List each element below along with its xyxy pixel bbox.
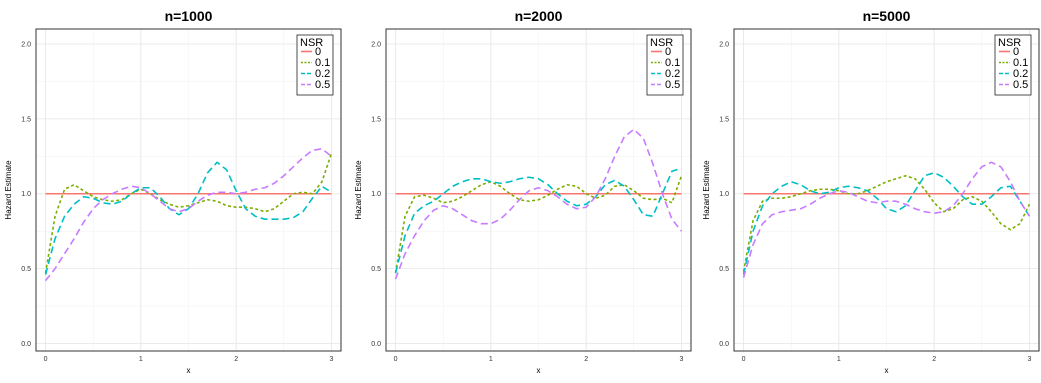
y-tick-label: 2.0 (371, 41, 381, 48)
y-axis-title: Hazard Estimate (702, 160, 711, 220)
series-line-nsr-0-5 (394, 128, 683, 280)
y-axis-title: Hazard Estimate (4, 160, 13, 220)
x-tick-label: 0 (394, 356, 398, 363)
legend-label: 0.5 (1013, 79, 1028, 91)
panel-title: n=5000 (863, 8, 911, 24)
series-line-nsr-0-1 (394, 175, 683, 274)
y-tick-label: 0.5 (719, 266, 729, 273)
y-tick-label: 1.0 (719, 191, 729, 198)
legend-label: 0.2 (315, 68, 330, 80)
panel-2: 0 1 2 3 0.0 0.5 1.0 1.5 2.0 x Hazard Estimate n=200… (354, 8, 692, 375)
y-axis-title: Hazard Estimate (354, 160, 363, 220)
series-line-nsr-0-5 (742, 161, 1031, 278)
panel-3: 0 1 2 3 0.0 0.5 1.0 1.5 2.0 x Hazard Estimate n=500… (702, 8, 1040, 375)
legend-title: NSR (300, 37, 323, 49)
y-tick-label: 0.5 (371, 266, 381, 273)
y-tick-label: 1.0 (21, 191, 31, 198)
panel-border (385, 28, 692, 352)
legend-label: 0.1 (1013, 57, 1028, 69)
series-line-nsr-0-2 (742, 171, 1031, 275)
legend-label: 0.5 (315, 79, 330, 91)
y-tick-label: 2.0 (719, 41, 729, 48)
legend-label: 0.5 (665, 79, 680, 91)
panel-1: 0 1 2 3 0.0 0.5 1.0 1.5 2.0 x Hazard Estimate n=100… (4, 8, 342, 375)
x-tick-label: 3 (680, 356, 684, 363)
x-tick-label: 0 (742, 356, 746, 363)
series-line-nsr-0-1 (44, 153, 333, 274)
y-tick-label: 1.5 (719, 116, 729, 123)
series-line-nsr-0-1 (742, 174, 1031, 272)
x-axis-title: x (537, 366, 541, 375)
x-tick-label: 3 (1028, 356, 1032, 363)
y-tick-label: 0.0 (371, 341, 381, 348)
legend-label: 0.1 (665, 57, 680, 69)
x-tick-label: 1 (139, 356, 143, 363)
y-tick-label: 1.0 (371, 191, 381, 198)
y-tick-label: 1.5 (371, 116, 381, 123)
y-tick-label: 0.5 (21, 266, 31, 273)
x-tick-label: 3 (330, 356, 334, 363)
x-tick-label: 2 (584, 356, 588, 363)
legend-label: 0.2 (1013, 68, 1028, 80)
x-tick-label: 1 (837, 356, 841, 363)
series-line-nsr-0-2 (394, 167, 682, 274)
x-axis-title: x (187, 366, 191, 375)
x-axis-title: x (885, 366, 889, 375)
y-tick-label: 2.0 (21, 41, 31, 48)
y-tick-label: 0.0 (21, 341, 31, 348)
x-tick-label: 2 (932, 356, 936, 363)
panel-border (733, 28, 1040, 352)
panel-title: n=2000 (515, 8, 563, 24)
panel-title: n=1000 (165, 8, 213, 24)
panel-border (35, 28, 342, 352)
series-line-nsr-0-5 (44, 148, 332, 282)
x-tick-label: 1 (489, 356, 493, 363)
legend-label: 0 (665, 46, 671, 58)
series-line-nsr-0-2 (44, 161, 332, 275)
legend-label: 0.1 (315, 57, 330, 69)
legend-label: 0.2 (665, 68, 680, 80)
x-tick-label: 2 (234, 356, 238, 363)
legend-title: NSR (998, 37, 1021, 49)
legend-title: NSR (650, 37, 673, 49)
x-tick-label: 0 (44, 356, 48, 363)
y-tick-label: 1.5 (21, 116, 31, 123)
y-tick-label: 0.0 (719, 341, 729, 348)
legend-label: 0 (1013, 46, 1019, 58)
legend-label: 0 (315, 46, 321, 58)
